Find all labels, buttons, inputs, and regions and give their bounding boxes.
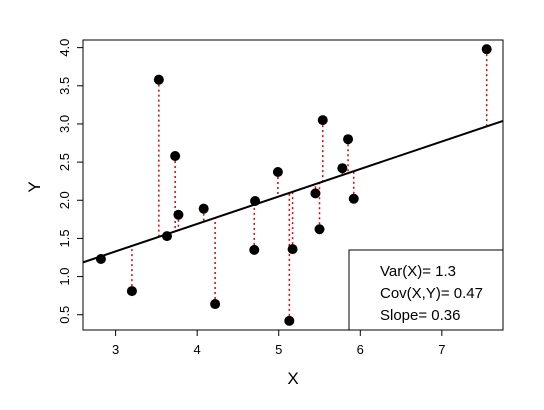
data-points — [95, 44, 492, 326]
data-point — [272, 167, 283, 178]
x-tick-label: 6 — [357, 342, 364, 357]
data-point — [343, 134, 354, 145]
legend-var-x: Var(X)= 1.3 — [380, 263, 456, 280]
y-tick-label: 1.5 — [57, 229, 72, 247]
data-point — [162, 231, 172, 242]
data-point — [348, 193, 359, 204]
data-point — [481, 44, 492, 55]
y-axis: 0.5 1.0 1.5 2.0 2.5 3.0 3.5 4.0 — [57, 39, 83, 324]
y-tick-label: 4.0 — [57, 39, 72, 57]
data-point — [314, 224, 325, 235]
data-point — [310, 188, 321, 199]
x-tick-label: 4 — [194, 342, 201, 357]
x-axis: 3 4 5 6 7 — [112, 330, 445, 357]
data-point — [337, 163, 348, 174]
legend-cov-xy: Cov(X,Y)= 0.47 — [380, 285, 483, 302]
y-axis-title: Y — [25, 181, 44, 192]
x-tick-label: 7 — [438, 342, 445, 357]
y-tick-label: 2.5 — [57, 153, 72, 171]
y-tick-label: 0.5 — [57, 306, 72, 324]
data-point — [170, 151, 181, 161]
y-tick-label: 1.0 — [57, 268, 72, 286]
data-point — [250, 196, 261, 207]
y-tick-label: 2.0 — [57, 191, 72, 209]
y-tick-label: 3.5 — [57, 77, 72, 95]
regression-line-group — [82, 119, 504, 264]
data-point — [210, 299, 221, 310]
x-axis-title: X — [287, 369, 298, 388]
data-point — [173, 209, 184, 220]
y-tick-label: 3.0 — [57, 115, 72, 133]
regression-line — [82, 119, 504, 264]
data-point — [95, 254, 106, 265]
legend: Var(X)= 1.3 Cov(X,Y)= 0.47 Slope= 0.36 — [348, 249, 504, 331]
data-point — [287, 244, 298, 255]
plot-frame — [82, 39, 504, 331]
data-point — [126, 286, 137, 297]
legend-box — [348, 249, 504, 331]
data-point — [317, 115, 328, 126]
legend-slope: Slope= 0.36 — [380, 307, 461, 324]
data-point — [249, 244, 260, 255]
x-tick-label: 5 — [275, 342, 282, 357]
data-point — [284, 315, 295, 326]
x-tick-label: 3 — [112, 342, 119, 357]
data-point — [198, 203, 209, 214]
data-point — [153, 74, 164, 85]
